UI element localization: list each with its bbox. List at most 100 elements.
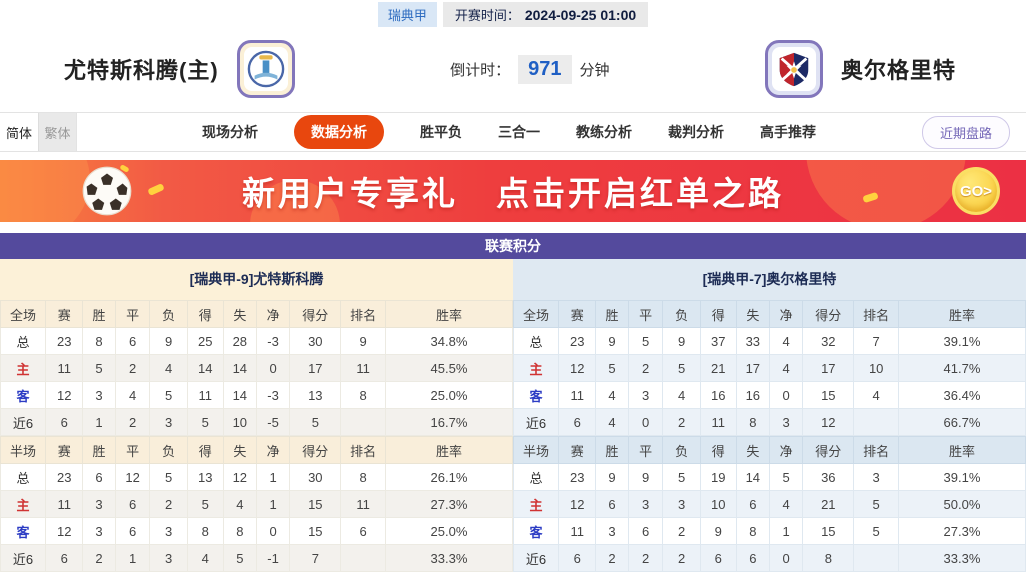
go-button[interactable]: GO> [952,167,1000,215]
league-badge[interactable]: 瑞典甲 [377,2,437,27]
nav-tab-7[interactable]: 高手推荐 [760,124,816,140]
scope-header: 全场 [512,300,560,328]
column-header: 平 [114,300,151,328]
nav-tab-3[interactable]: 胜平负 [420,124,462,140]
stat-cell: 39.1% [897,463,1026,491]
stat-cell: 2 [662,517,701,545]
nav-tab-6[interactable]: 裁判分析 [668,124,724,140]
column-header-row: 半场赛胜平负得失净得分 排名 胜率 [512,436,1026,464]
stat-cell: 9 [662,327,701,355]
nav-tab-5[interactable]: 教练分析 [576,124,632,140]
stat-cell: 2 [114,354,151,382]
stat-cell: 3 [662,490,701,518]
column-header: 得分 [289,300,342,328]
table-row: 主 12 5 2 5 21 17 4 17 10 41.7% [512,354,1026,382]
column-header: 排名 [340,436,386,464]
row-label: 客 [0,381,47,409]
table-row: 客 11 3 6 2 9 8 1 15 5 27.3% [512,517,1026,545]
stat-cell: 4 [114,381,151,409]
stat-cell: 5 [662,354,701,382]
stat-cell: 33 [735,327,770,355]
column-header: 胜率 [384,436,514,464]
row-label: 主 [512,490,560,518]
nav-tab-1[interactable]: 现场分析 [202,124,258,140]
stat-cell: -3 [255,327,291,355]
stat-cell: 6 [45,408,84,436]
stat-cell: 6 [735,490,770,518]
stat-cell: 12 [222,463,257,491]
stat-cell: 37 [699,327,737,355]
nav-tab-2[interactable]: 数据分析 [294,115,384,149]
column-header: 负 [149,436,188,464]
table-row: 主 11 3 6 2 5 4 1 15 11 27.3% [0,490,514,518]
row-label: 客 [512,517,560,545]
stat-cell: 1 [255,490,291,518]
stat-cell: 3 [82,490,116,518]
lang-simplified[interactable]: 简体 [0,113,38,151]
stat-cell: 14 [186,354,224,382]
promo-banner[interactable]: 新用户专享礼 点击开启红单之路 GO> [0,160,1026,222]
stat-cell: 5 [222,544,257,572]
countdown-value: 971 [518,54,572,84]
row-label: 总 [512,463,560,491]
stat-cell: 8 [340,381,386,409]
column-header: 得分 [802,436,855,464]
table-halves: [瑞典甲-9]尤特斯科腾 全场赛胜平负得失净得分 排名 胜率总 23 8 6 9 25 28 -3… [0,259,1026,572]
stat-cell: 13 [186,463,224,491]
stat-cell: 14 [735,463,770,491]
stat-cell [853,544,899,572]
row-label: 总 [0,463,47,491]
stat-cell: 15 [289,490,342,518]
column-header: 失 [735,436,770,464]
stat-cell: 9 [699,517,737,545]
scope-header: 半场 [0,436,47,464]
stat-cell: 6 [340,517,386,545]
stat-cell: 5 [186,408,224,436]
away-team-name: 奥尔格里特 [840,58,956,83]
stat-cell: 36 [802,463,855,491]
stat-cell: 5 [768,463,804,491]
stat-cell: 1 [768,517,804,545]
stat-cell: 6 [45,544,84,572]
stat-cell: 12 [45,517,84,545]
stat-cell: 6 [699,544,737,572]
stat-cell: 8 [186,517,224,545]
countdown-unit: 分钟 [579,61,610,79]
row-label: 总 [512,327,560,355]
home-section-header: [瑞典甲-9]尤特斯科腾 [0,259,513,300]
lang-traditional[interactable]: 繁体 [38,113,76,151]
stat-cell: 5 [595,354,629,382]
row-label: 近6 [512,408,560,436]
banner-headline-left: 新用户专享礼 [242,175,458,212]
stat-cell: 2 [627,544,664,572]
nav-tab-4[interactable]: 三合一 [498,124,540,140]
stat-cell: 3 [627,490,664,518]
home-halftime-table: 半场赛胜平负得失净得分 排名 胜率总 23 6 12 5 13 12 1 30 8 26.1% 主 11 3 6… [0,436,514,572]
table-row: 客 11 4 3 4 16 16 0 15 4 36.4% [512,381,1026,409]
stat-cell: 6 [735,544,770,572]
nav-tabs: 现场分析 数据分析 胜平负 三合一 教练分析 裁判分析 高手推荐 [202,115,816,149]
row-label: 近6 [0,408,47,436]
recent-trend-button[interactable]: 近期盘路 [921,115,1010,149]
stat-cell: 2 [662,544,701,572]
stat-cell: 3 [149,544,188,572]
stat-cell: 3 [82,517,116,545]
stat-cell: 5 [149,381,188,409]
table-row: 总 23 9 5 9 37 33 4 32 7 39.1% [512,327,1026,355]
stat-cell: 27.3% [897,517,1026,545]
column-header-row: 全场赛胜平负得失净得分 排名 胜率 [0,300,514,328]
column-header: 胜率 [384,300,514,328]
kickoff-label: 开赛时间： [454,8,520,23]
row-label: 近6 [0,544,47,572]
stat-cell: 15 [802,381,855,409]
stat-cell: 21 [802,490,855,518]
stat-cell [340,544,386,572]
stat-cell: 10 [222,408,257,436]
column-header: 得分 [802,300,855,328]
row-label: 主 [0,490,47,518]
stat-cell: 2 [149,490,188,518]
league-points-section: 联赛积分 [瑞典甲-9]尤特斯科腾 全场赛胜平负得失净得分 排名 胜率总 23 8 6 9 2… [0,233,1026,572]
stat-cell: 0 [768,381,804,409]
column-header: 得 [186,300,224,328]
stat-cell: 6 [82,463,116,491]
